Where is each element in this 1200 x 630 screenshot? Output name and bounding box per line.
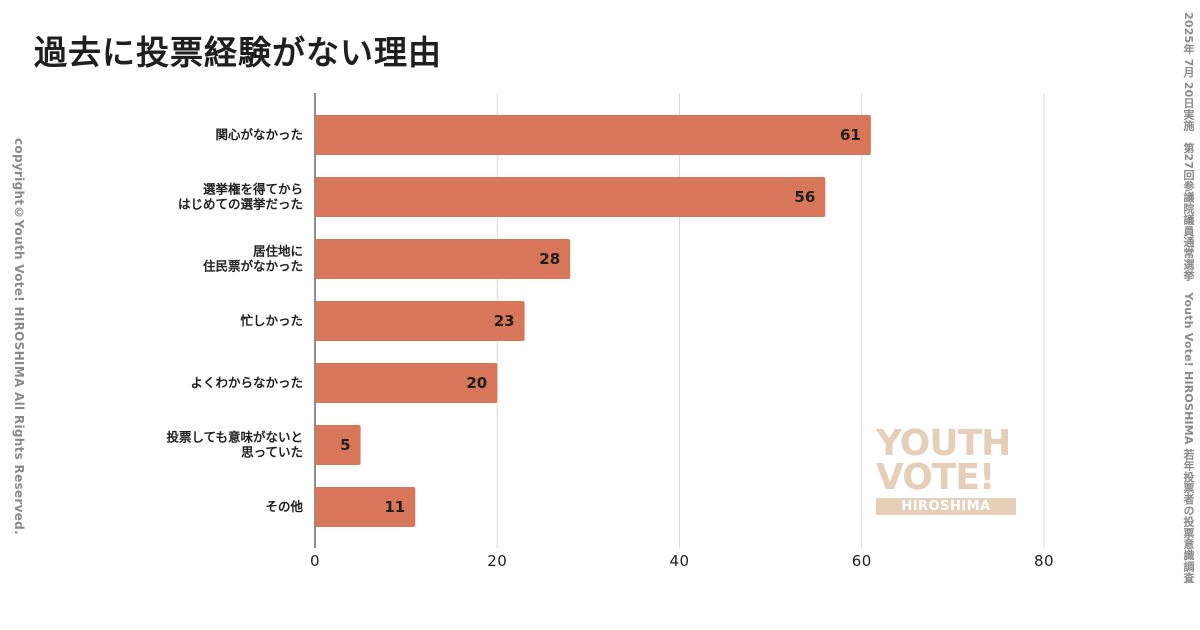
- x-tick-label: 0: [310, 552, 320, 570]
- category-label: よくわからなかった: [190, 375, 303, 390]
- copyright-text: copyright©Youth Vote! HIROSHIMA All Righ…: [12, 138, 26, 535]
- bar: [315, 487, 416, 527]
- x-tick-label: 20: [487, 552, 507, 570]
- data-label: 11: [384, 498, 405, 516]
- category-label: 居住地に住民票がなかった: [203, 244, 303, 274]
- x-tick-label: 80: [1034, 552, 1054, 570]
- data-label: 23: [494, 312, 515, 330]
- bar: [315, 177, 826, 217]
- x-tick-label: 40: [669, 552, 689, 570]
- logo-line-3: HIROSHIMA: [876, 498, 1016, 515]
- category-label: 関心がなかった: [215, 127, 303, 142]
- bar: [315, 425, 361, 465]
- category-label: その他: [265, 499, 303, 514]
- youth-vote-logo: YOUTH VOTE! HIROSHIMA: [876, 426, 1016, 516]
- data-label: 28: [539, 250, 560, 268]
- bar: [315, 301, 525, 341]
- data-label: 20: [466, 374, 487, 392]
- x-tick-label: 60: [852, 552, 872, 570]
- data-label: 5: [340, 436, 350, 454]
- bar: [315, 363, 498, 403]
- bar: [315, 115, 871, 155]
- page-title: 過去に投票経験がない理由: [34, 33, 442, 72]
- data-label: 56: [794, 188, 815, 206]
- logo-line-2: VOTE!: [876, 457, 995, 498]
- category-label: 忙しかった: [240, 313, 303, 328]
- survey-caption: 2025年 7月 20日実施 第27回参議院議員通常選挙 Youth Vote!…: [1182, 12, 1195, 584]
- data-label: 61: [840, 126, 861, 144]
- bars: [315, 115, 871, 527]
- bar: [315, 239, 571, 279]
- labels: 0 20 40 60 80 61 関心がなかった 56 選挙権を得てからはじめての選挙だった 28…: [166, 126, 1054, 570]
- logo-line-1: YOUTH: [876, 423, 1011, 464]
- category-label: 投票しても意味がないと思っていた: [166, 430, 303, 460]
- category-label: 選挙権を得てからはじめての選挙だった: [178, 182, 303, 212]
